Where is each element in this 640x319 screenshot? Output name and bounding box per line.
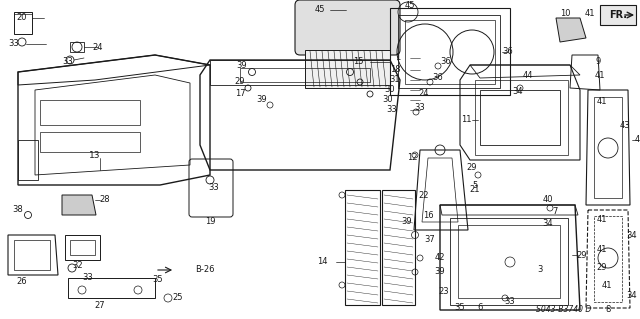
Bar — [40, 100, 140, 125]
Text: 36: 36 — [502, 48, 513, 56]
Text: 34: 34 — [627, 231, 637, 240]
Text: 13: 13 — [89, 151, 100, 160]
Text: 32: 32 — [73, 261, 83, 270]
Text: 30: 30 — [385, 85, 396, 94]
Bar — [305, 50, 390, 88]
Text: 33: 33 — [387, 106, 397, 115]
Text: 34: 34 — [543, 219, 554, 228]
Text: 5: 5 — [472, 181, 477, 189]
Text: 19: 19 — [205, 218, 215, 226]
Text: 35: 35 — [153, 276, 163, 285]
Text: 26: 26 — [17, 278, 28, 286]
Text: 12: 12 — [407, 153, 417, 162]
Text: 10: 10 — [560, 10, 570, 19]
Bar — [14, 12, 32, 34]
Text: 30: 30 — [383, 95, 394, 105]
Text: B-26: B-26 — [195, 265, 214, 275]
Text: 41: 41 — [596, 216, 607, 225]
Bar — [70, 42, 84, 52]
Text: 7: 7 — [552, 207, 557, 217]
Bar — [600, 5, 636, 25]
Text: 33: 33 — [83, 273, 93, 283]
Text: 28: 28 — [100, 196, 110, 204]
Text: 35: 35 — [454, 303, 465, 313]
Text: 23: 23 — [438, 287, 449, 296]
Text: 33: 33 — [209, 183, 220, 192]
Text: 45: 45 — [315, 5, 325, 14]
Text: 41: 41 — [595, 71, 605, 80]
Text: 27: 27 — [95, 300, 106, 309]
Text: 31: 31 — [390, 76, 400, 85]
Text: 29: 29 — [235, 78, 245, 86]
Text: 36: 36 — [433, 73, 444, 83]
Text: 34: 34 — [627, 291, 637, 300]
Text: 29: 29 — [596, 263, 607, 272]
Text: 42: 42 — [435, 254, 445, 263]
Text: 45: 45 — [404, 1, 415, 10]
Text: 43: 43 — [620, 121, 630, 130]
Text: 33: 33 — [8, 40, 19, 48]
Text: 40: 40 — [543, 196, 553, 204]
Text: 39: 39 — [402, 218, 412, 226]
Text: 41: 41 — [602, 280, 612, 290]
Text: 33: 33 — [415, 103, 426, 113]
FancyBboxPatch shape — [295, 0, 400, 55]
Text: 25: 25 — [173, 293, 183, 302]
Text: 29: 29 — [577, 250, 588, 259]
Bar — [40, 132, 140, 152]
Text: 15: 15 — [353, 57, 364, 66]
Text: 29: 29 — [467, 164, 477, 173]
Text: 16: 16 — [422, 211, 433, 219]
Text: 38: 38 — [13, 205, 24, 214]
Text: 34: 34 — [513, 87, 524, 97]
Text: 20: 20 — [17, 13, 28, 23]
Polygon shape — [556, 18, 586, 42]
Text: 44: 44 — [523, 70, 533, 79]
Text: 17: 17 — [235, 90, 245, 99]
Text: 33: 33 — [63, 57, 74, 66]
Polygon shape — [62, 195, 96, 215]
Text: 41: 41 — [585, 10, 595, 19]
Text: 39: 39 — [257, 95, 268, 105]
Text: 22: 22 — [419, 191, 429, 201]
Text: FR.: FR. — [609, 10, 627, 20]
Text: 21: 21 — [470, 186, 480, 195]
Text: 36: 36 — [440, 57, 451, 66]
Text: 33: 33 — [504, 298, 515, 307]
Text: 4: 4 — [634, 136, 639, 145]
Text: S043-B3740 D: S043-B3740 D — [536, 306, 591, 315]
Text: 9: 9 — [595, 57, 600, 66]
Bar — [480, 90, 560, 145]
Text: 37: 37 — [424, 235, 435, 244]
Text: 39: 39 — [237, 61, 247, 70]
Text: 8: 8 — [605, 306, 611, 315]
Bar — [18, 140, 38, 180]
Text: 41: 41 — [596, 246, 607, 255]
Text: 1: 1 — [396, 54, 401, 63]
Text: 18: 18 — [390, 65, 400, 75]
Text: 24: 24 — [93, 42, 103, 51]
Text: 24: 24 — [419, 90, 429, 99]
Text: 11: 11 — [461, 115, 471, 124]
Text: 41: 41 — [596, 98, 607, 107]
Text: 39: 39 — [435, 268, 445, 277]
Text: 6: 6 — [477, 303, 483, 313]
Text: 3: 3 — [538, 265, 543, 275]
Text: 14: 14 — [317, 257, 327, 266]
